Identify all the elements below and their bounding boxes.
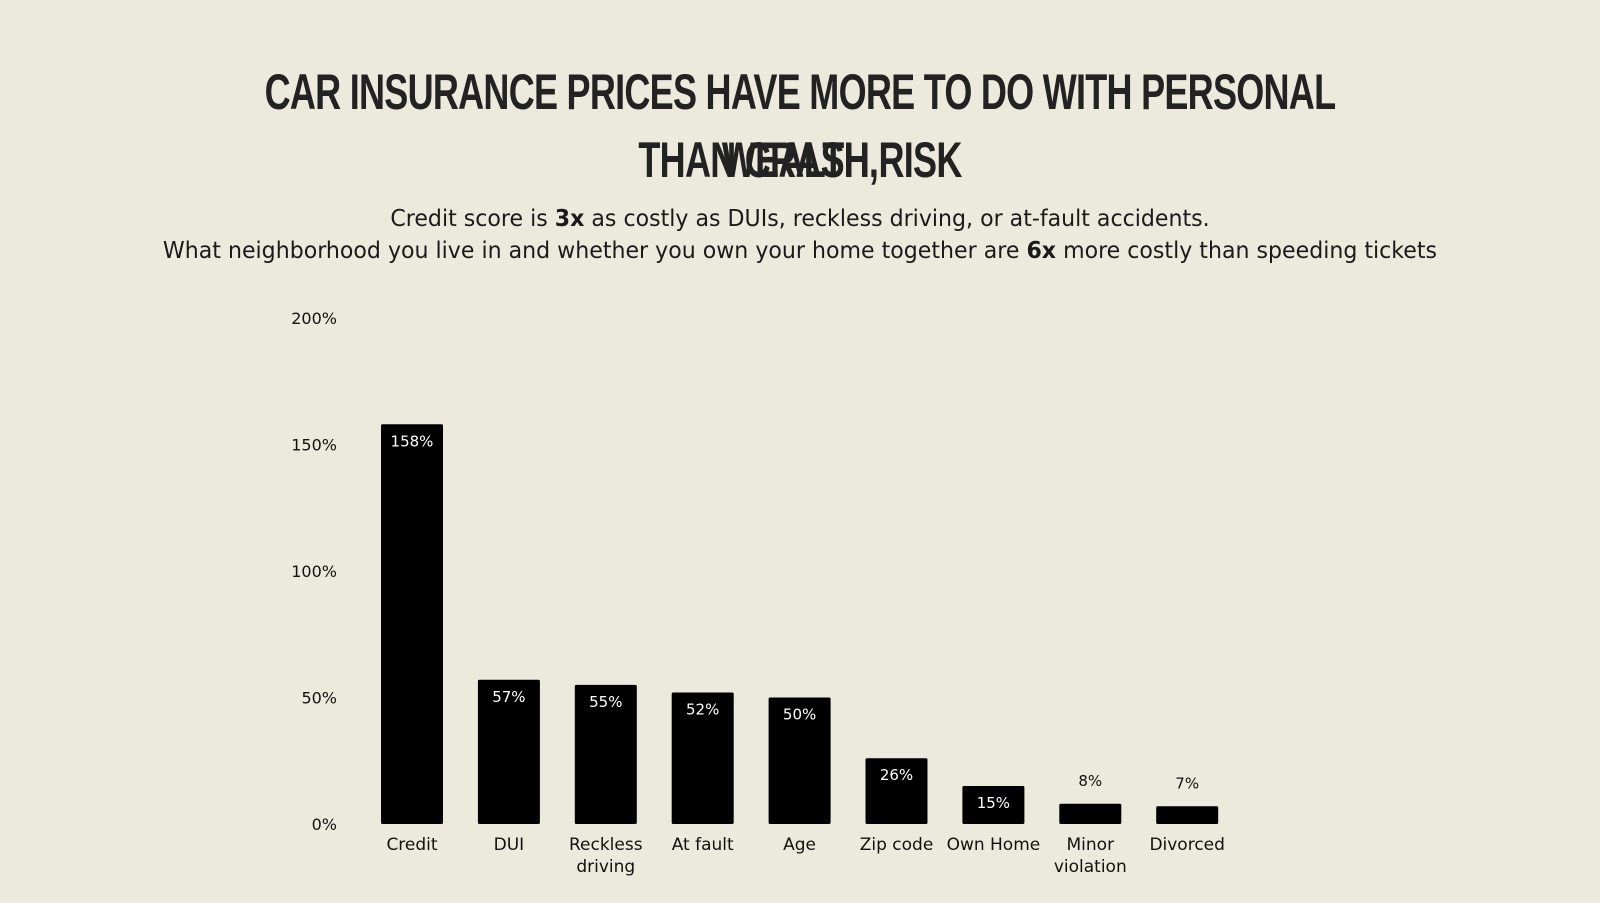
y-tick-label: 200%: [291, 309, 337, 328]
y-tick-label: 150%: [291, 436, 337, 455]
y-tick-label: 0%: [312, 815, 337, 834]
data-label: 158%: [391, 432, 434, 450]
chart-title-line-2: than crash risk: [638, 132, 962, 188]
bar: [1156, 806, 1219, 824]
x-axis: Credit DUI Reckless driving At fault Age Zip c…: [386, 835, 1225, 877]
subtitle-line-1-end: as costly as DUIs, reckless driving, or …: [584, 206, 1210, 232]
data-label: 7%: [1175, 774, 1199, 792]
bar: [768, 697, 831, 824]
chart-title-line-1: Car insurance prices have more to do wit…: [264, 64, 1336, 188]
bar: [381, 424, 443, 824]
x-tick-label: Minor violation: [1054, 835, 1127, 877]
data-label: 55%: [589, 693, 622, 711]
bar: [574, 684, 637, 824]
data-label: 57%: [492, 688, 525, 706]
bar: [671, 692, 734, 824]
x-tick-label: Age: [783, 835, 816, 855]
x-tick-label: Reckless driving: [569, 835, 643, 877]
subtitle-line-2-emphasis: 6x: [1026, 238, 1057, 264]
x-tick-label: Own Home: [947, 835, 1041, 855]
subtitle-line-2-end: more costly than speeding tickets: [1056, 238, 1438, 264]
data-label: 26%: [880, 766, 913, 784]
data-label: 50%: [783, 706, 816, 724]
x-tick-label: Zip code: [860, 835, 934, 855]
subtitle-line-1-start: Credit score is: [390, 206, 555, 232]
subtitle-line-2-start: What neighborhood you live in and whethe…: [162, 238, 1027, 264]
y-tick-label: 50%: [301, 689, 337, 708]
bar: [477, 679, 540, 824]
data-label: 52%: [686, 700, 719, 718]
y-axis: 0% 50% 100% 150% 200%: [291, 309, 337, 834]
subtitle-line-1-emphasis: 3x: [554, 206, 585, 232]
x-tick-label: Divorced: [1149, 835, 1225, 855]
data-label: 8%: [1078, 772, 1102, 790]
data-label: 15%: [977, 794, 1010, 812]
subtitle-line-2: What neighborhood you live in and whethe…: [32, 235, 1568, 267]
y-tick-label: 100%: [291, 562, 337, 581]
bars: 158% 57% 55% 52% 50% 26% 15% 8% 7%: [381, 424, 1219, 824]
subtitle-line-1: Credit score is 3x as costly as DUIs, re…: [32, 203, 1568, 235]
bar: [865, 758, 928, 824]
x-tick-label: Credit: [386, 835, 437, 855]
bar: [1059, 803, 1122, 824]
bar: [962, 786, 1025, 824]
x-tick-label: At fault: [672, 835, 734, 855]
x-tick-label: DUI: [494, 835, 525, 855]
